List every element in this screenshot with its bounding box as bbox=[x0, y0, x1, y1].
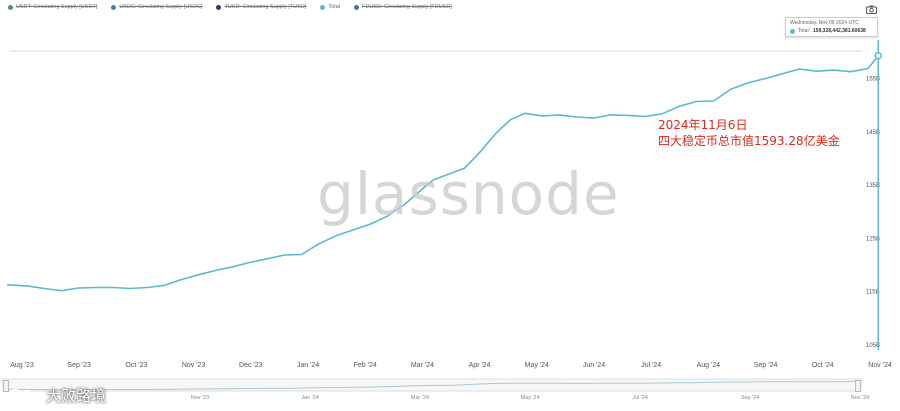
x-tick-label: Aug '23 bbox=[10, 362, 34, 369]
navigator-label: Jan '24 bbox=[301, 395, 319, 401]
legend-label: FDUSD: Circulating Supply [FDUSD] bbox=[362, 4, 452, 10]
x-tick-label: Feb '24 bbox=[354, 362, 377, 369]
chart-tooltip: Wednesday, Nov 06 2024 UTC Total: 159,32… bbox=[785, 17, 878, 37]
navigator-label: Nov '23 bbox=[191, 395, 209, 401]
y-tick-label: 125B bbox=[866, 236, 880, 242]
annotation-date: 2024年11月6日 bbox=[658, 118, 748, 132]
y-tick-label: 105B bbox=[866, 343, 880, 349]
x-tick-label: Mar '24 bbox=[411, 362, 434, 369]
navigator-label: Mar '24 bbox=[411, 395, 429, 401]
chart-legend: USDT: Circulating Supply [USDT] USDC: Cir… bbox=[8, 4, 452, 10]
camera-icon[interactable] bbox=[866, 5, 877, 14]
chart-annotation: 2024年11月6日 四大稳定币总市值1593.28亿美金 bbox=[658, 117, 840, 149]
legend-label: Total bbox=[328, 4, 340, 10]
navigator-left-handle[interactable] bbox=[3, 380, 9, 392]
legend-item[interactable]: Total bbox=[320, 4, 340, 10]
y-tick-label: 145B bbox=[866, 130, 880, 136]
x-tick-label: Apr '24 bbox=[469, 362, 491, 369]
hover-point bbox=[874, 51, 883, 60]
navigator-label: May '24 bbox=[520, 395, 539, 401]
navigator-label: Sep '24 bbox=[741, 395, 759, 401]
legend-dot bbox=[111, 4, 117, 10]
legend-dot bbox=[354, 4, 359, 10]
y-tick-label: 155B bbox=[866, 77, 880, 83]
tooltip-series-dot bbox=[790, 28, 795, 34]
y-tick-label: 135B bbox=[866, 183, 880, 189]
legend-label: USDC: Circulating Supply [USDC] bbox=[119, 4, 203, 10]
legend-item[interactable]: FDUSD: Circulating Supply [FDUSD] bbox=[354, 4, 452, 10]
tooltip-label: Total: bbox=[798, 28, 810, 34]
legend-label: TUSD: Circulating Supply [TUSD] bbox=[224, 4, 307, 10]
y-tick-label: 115B bbox=[866, 290, 880, 296]
watermark: glassnode bbox=[317, 160, 620, 228]
legend-label: USDT: Circulating Supply [USDT] bbox=[16, 4, 98, 10]
x-tick-label: Sep '23 bbox=[67, 362, 91, 369]
legend-dot bbox=[216, 4, 222, 10]
x-tick-label: Dec '23 bbox=[239, 362, 263, 369]
legend-dot bbox=[320, 4, 326, 10]
navigator-label: Nov '24 bbox=[851, 395, 869, 401]
navigator-series bbox=[5, 380, 857, 391]
x-tick-label: Aug '24 bbox=[697, 362, 721, 369]
x-tick-label: Jan '24 bbox=[297, 362, 319, 369]
legend-item[interactable]: USDC: Circulating Supply [USDC] bbox=[111, 4, 202, 10]
brand-text: 大败路境 bbox=[46, 387, 107, 405]
x-tick-label: Oct '24 bbox=[812, 362, 834, 369]
x-tick-label: Nov '23 bbox=[182, 362, 206, 369]
annotation-text: 四大稳定币总市值1593.28亿美金 bbox=[658, 134, 840, 148]
navigator-label: Jul '24 bbox=[632, 395, 648, 401]
series-line-total bbox=[7, 55, 879, 292]
x-tick-label: May '24 bbox=[525, 362, 549, 369]
x-tick-label: Sep '24 bbox=[754, 362, 778, 369]
x-tick-label: Nov '24 bbox=[868, 362, 892, 369]
brand-logo-icon bbox=[7, 388, 40, 403]
x-tick-label: Jun '24 bbox=[583, 362, 605, 369]
x-tick-label: Jul '24 bbox=[641, 362, 661, 369]
navigator-right-handle[interactable] bbox=[855, 380, 861, 392]
x-tick-label: Oct '23 bbox=[125, 362, 147, 369]
tooltip-date: Wednesday, Nov 06 2024 UTC bbox=[790, 20, 859, 26]
legend-dot bbox=[8, 4, 13, 10]
tooltip-value: 159,328,442,381.60638 bbox=[812, 28, 866, 34]
brand-watermark: 大败路境 bbox=[6, 385, 106, 406]
legend-item[interactable]: TUSD: Circulating Supply [TUSD] bbox=[216, 4, 306, 10]
legend-item[interactable]: USDT: Circulating Supply [USDT] bbox=[8, 4, 97, 10]
